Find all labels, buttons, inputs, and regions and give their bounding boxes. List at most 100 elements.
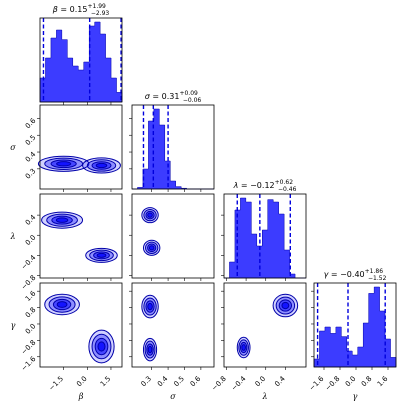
- contour-line: [48, 296, 76, 313]
- contour-level: [148, 346, 152, 353]
- x-tick-label: 0.5: [172, 375, 186, 389]
- panel-frame: [39, 17, 123, 103]
- y-tick-label: 0.5: [24, 133, 38, 147]
- title-upper: +0.09: [179, 90, 198, 97]
- contour-line: [141, 207, 159, 224]
- panel-frame: [39, 282, 123, 368]
- panels: β = 0.15+1.99 −2.93 σ = 0.31+0.09 −0.06 λ = …: [9, 3, 397, 401]
- contour-line: [143, 297, 157, 316]
- contour-level: [56, 161, 71, 166]
- contour-line: [143, 208, 157, 222]
- contour-line: [41, 211, 84, 229]
- x-tick-label: −0.4: [230, 374, 248, 392]
- histogram-1: [132, 108, 214, 190]
- contour-level: [96, 163, 107, 168]
- contour-line: [91, 333, 112, 360]
- y-tick-label: −0.8: [20, 339, 38, 357]
- x-tick-label: 0.6: [189, 374, 203, 388]
- x-tick-label: 0.4: [156, 374, 170, 388]
- y-axis-label: σ: [10, 143, 16, 152]
- x-tick-label: 0.0: [75, 375, 89, 389]
- title-median: = 0.15: [58, 5, 88, 14]
- contour-line: [95, 162, 108, 169]
- contour-line: [44, 293, 80, 316]
- x-axis-label: λ: [261, 392, 267, 401]
- x-tick-label: −0.8: [210, 375, 228, 393]
- title-symbol: σ: [145, 92, 151, 101]
- panel-frame: [223, 193, 307, 279]
- x-tick-label: 0.8: [360, 375, 374, 389]
- contour-line: [91, 161, 112, 170]
- x-tick-label: −0.8: [324, 375, 342, 393]
- contour-line: [86, 159, 117, 172]
- contour-line: [89, 249, 114, 262]
- y-tick-label: −0.8: [20, 274, 38, 292]
- contour-line: [236, 336, 251, 359]
- title-upper: +1.86: [365, 268, 384, 275]
- x-axis-label: β: [78, 392, 84, 401]
- y-tick-label: 0.4: [24, 213, 38, 227]
- title-symbol: γ: [324, 270, 330, 279]
- title-symbol: λ: [233, 181, 239, 190]
- contour-line: [93, 251, 110, 260]
- contour-level: [97, 341, 106, 352]
- title-lower: −0.46: [278, 186, 297, 193]
- y-tick-label: −0.4: [20, 253, 38, 271]
- contour-line: [50, 159, 77, 169]
- contour-line: [147, 243, 157, 253]
- contour-line: [148, 245, 155, 251]
- contour-line: [241, 344, 246, 351]
- contour-line: [37, 155, 90, 172]
- x-tick-label: −1.5: [47, 375, 65, 393]
- contour-line: [145, 210, 155, 220]
- contour-line: [272, 293, 299, 318]
- title-lower: −1.52: [368, 275, 387, 282]
- title-upper: +0.62: [275, 179, 294, 186]
- x-tick-label: 0.4: [273, 374, 287, 388]
- x-tick-label: 0.0: [254, 375, 268, 389]
- title-lower: −2.93: [91, 10, 110, 17]
- contour-line: [146, 343, 154, 356]
- x-axis-label: γ: [353, 392, 358, 401]
- y-axis-label: λ: [9, 232, 15, 241]
- contour-line: [56, 301, 68, 308]
- contour-line: [147, 302, 153, 311]
- contour-line: [144, 340, 156, 359]
- contour-line: [147, 345, 153, 354]
- contour-line: [51, 215, 73, 225]
- x-tick-label: 1.5: [99, 375, 113, 389]
- panel-frame: [223, 282, 307, 368]
- contour-line: [145, 300, 155, 313]
- y-tick-label: 0.0: [24, 322, 38, 336]
- panel-frame: [131, 193, 215, 279]
- title-median: = −0.40: [328, 270, 364, 279]
- contour-line: [278, 299, 293, 312]
- x-tick-label: 0.0: [344, 375, 358, 389]
- contour-line: [238, 339, 249, 356]
- contour-line: [141, 294, 159, 319]
- y-tick-label: 0.8: [24, 306, 38, 320]
- y-tick-label: 0.4: [24, 150, 38, 164]
- contour-line: [55, 217, 69, 223]
- panel-frame: [39, 104, 123, 190]
- histogram-0: [39, 21, 123, 103]
- contour-line: [52, 298, 72, 311]
- contour-line: [82, 157, 121, 174]
- contour-level: [281, 302, 289, 309]
- contour-level: [97, 253, 106, 258]
- y-tick-label: 0.0: [24, 234, 38, 248]
- contour-line: [147, 212, 153, 218]
- x-axis-label: σ: [170, 392, 176, 401]
- x-tick-label: 0.3: [140, 375, 154, 389]
- panel-title: β = 0.15+1.99 −2.93: [52, 3, 110, 17]
- contour-line: [145, 241, 159, 254]
- histogram-3: [313, 286, 397, 368]
- panel-frame: [313, 282, 397, 368]
- contour-level: [56, 217, 68, 223]
- contour-level: [149, 245, 154, 250]
- panel-frame: [39, 193, 123, 279]
- y-tick-label: 0.3: [24, 167, 38, 181]
- contour-level: [57, 301, 67, 308]
- histogram-2: [224, 197, 306, 279]
